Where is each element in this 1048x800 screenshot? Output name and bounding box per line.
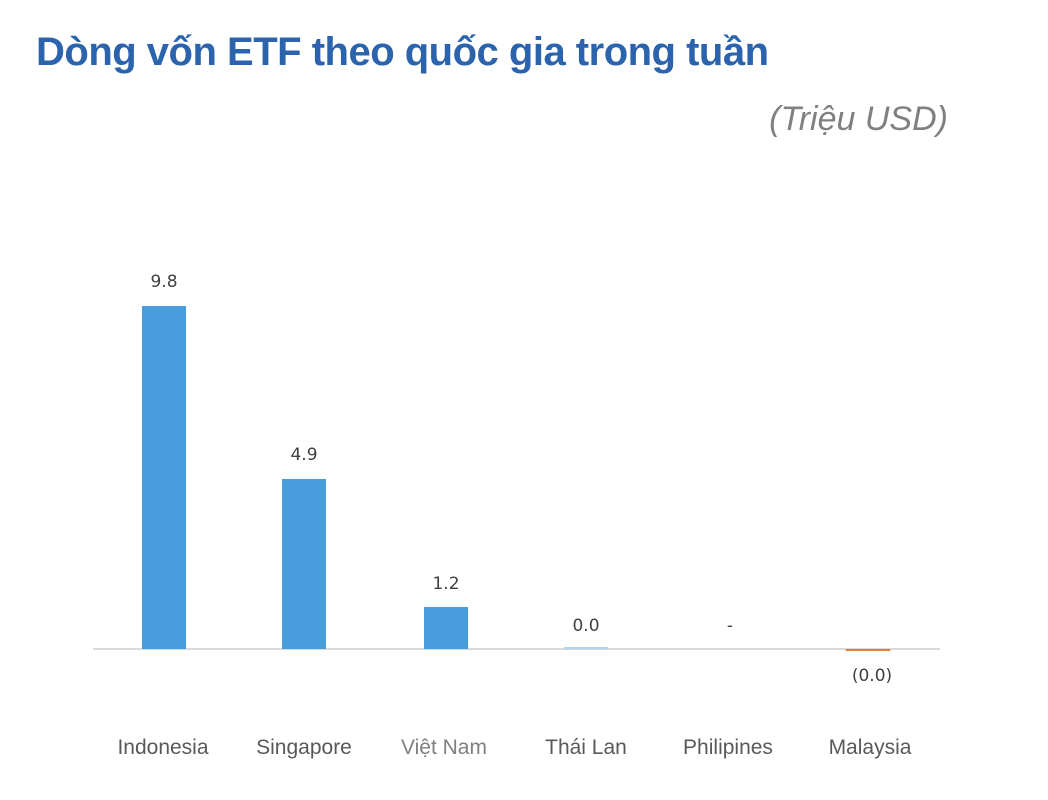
- value-label-indonesia: 9.8: [150, 272, 178, 292]
- category-label-philipines: Philipines: [683, 736, 773, 759]
- value-label-thai-lan: 0.0: [572, 616, 600, 636]
- category-label-indonesia: Indonesia: [117, 736, 209, 759]
- bar-viet-nam: [424, 607, 468, 649]
- category-label-thai-lan: Thái Lan: [545, 736, 627, 759]
- unit-label: (Triệu USD): [769, 100, 948, 138]
- category-label-singapore: Singapore: [256, 736, 352, 759]
- category-label-viet-nam: Việt Nam: [401, 736, 487, 759]
- bar-malaysia: [846, 649, 890, 651]
- bar-thai-lan: [564, 647, 608, 649]
- bar-singapore: [282, 479, 326, 649]
- value-label-singapore: 4.9: [290, 445, 318, 465]
- value-label-viet-nam: 1.2: [432, 574, 460, 594]
- bar-indonesia: [142, 306, 186, 649]
- x-axis-line: [93, 648, 940, 650]
- category-label-malaysia: Malaysia: [828, 736, 912, 759]
- value-label-philipines: -: [726, 616, 734, 636]
- chart-title: Dòng vốn ETF theo quốc gia trong tuần: [36, 30, 769, 74]
- value-label-malaysia: (0.0): [851, 666, 893, 686]
